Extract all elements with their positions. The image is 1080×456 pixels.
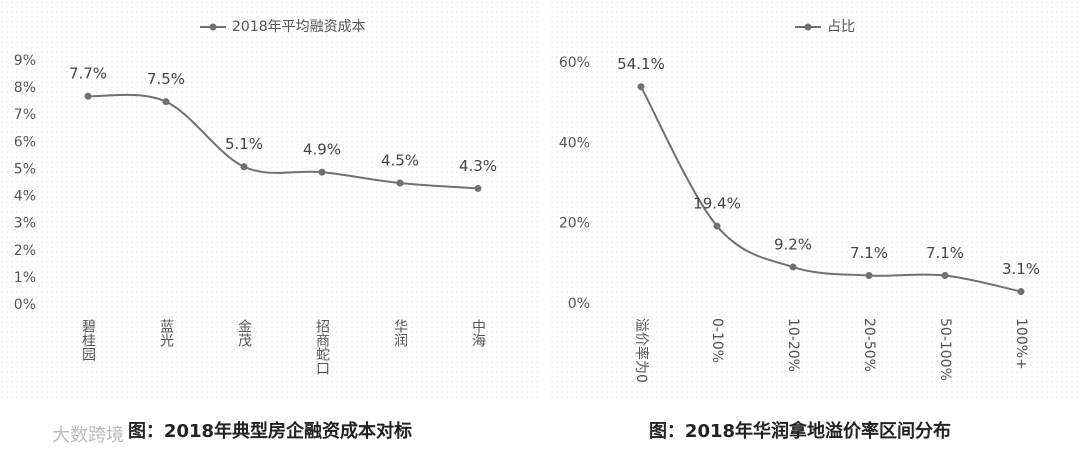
x-tick-label: 华润 xyxy=(392,319,408,347)
x-tick-label: 20-50% xyxy=(861,318,877,372)
data-label: 9.2% xyxy=(774,236,812,254)
data-label: 7.1% xyxy=(850,244,888,262)
data-label: 5.1% xyxy=(225,135,263,153)
y-tick-label: 0% xyxy=(568,296,590,312)
data-label: 4.5% xyxy=(381,152,419,170)
caption: 图：2018年典型房企融资成本对标 xyxy=(128,420,412,442)
x-tick-label: 100%+ xyxy=(1013,318,1029,370)
y-tick-label: 9% xyxy=(14,53,36,69)
y-tick-label: 0% xyxy=(14,297,36,313)
point xyxy=(789,263,797,271)
y-tick-label: 1% xyxy=(14,270,36,286)
y-tick-label: 6% xyxy=(14,134,36,150)
point xyxy=(637,83,645,91)
point xyxy=(1017,288,1025,296)
legend-marker xyxy=(209,23,217,31)
point xyxy=(162,98,170,106)
y-tick-label: 2% xyxy=(14,243,36,259)
point xyxy=(396,179,404,187)
data-label: 19.4% xyxy=(693,195,741,213)
point xyxy=(84,92,92,100)
x-tick-label: 金茂 xyxy=(236,319,252,348)
y-tick-label: 5% xyxy=(14,161,36,177)
y-tick-label: 40% xyxy=(559,135,590,151)
y-tick-label: 4% xyxy=(14,189,36,205)
watermark: 大数跨境 xyxy=(52,425,124,446)
data-label: 4.9% xyxy=(303,141,341,159)
point xyxy=(941,271,949,279)
point xyxy=(865,271,873,279)
data-label: 7.1% xyxy=(926,244,964,262)
x-tick-label: 50-100% xyxy=(937,318,953,381)
y-tick-label: 3% xyxy=(14,216,36,232)
x-tick-label: 中海 xyxy=(470,319,486,347)
x-tick-label: 碧桂园 xyxy=(80,319,96,361)
legend-label: 2018年平均融资成本 xyxy=(232,19,366,35)
x-tick-label: 蓝光 xyxy=(158,319,174,348)
legend-label: 占比 xyxy=(827,19,855,35)
point xyxy=(713,222,721,230)
x-tick-label: 招商蛇口 xyxy=(314,319,330,375)
y-tick-label: 7% xyxy=(14,107,36,123)
point xyxy=(318,168,326,176)
chart-background xyxy=(0,0,540,400)
data-label: 54.1% xyxy=(617,55,665,73)
y-tick-label: 8% xyxy=(14,80,36,96)
legend-marker xyxy=(804,23,812,31)
point xyxy=(474,184,482,192)
data-label: 3.1% xyxy=(1002,260,1040,278)
data-label: 4.3% xyxy=(459,157,497,175)
point xyxy=(240,163,248,171)
data-label: 7.5% xyxy=(147,70,185,88)
caption: 图：2018年华润拿地溢价率区间分布 xyxy=(649,420,951,442)
chart-background xyxy=(548,0,1080,400)
x-tick-label: 10-20% xyxy=(785,318,801,372)
y-tick-label: 20% xyxy=(559,216,590,232)
y-tick-label: 60% xyxy=(559,55,590,71)
data-label: 7.7% xyxy=(69,65,107,83)
x-tick-label: 0-10% xyxy=(709,318,725,363)
x-tick-label: 溢价率为0 xyxy=(633,318,650,383)
